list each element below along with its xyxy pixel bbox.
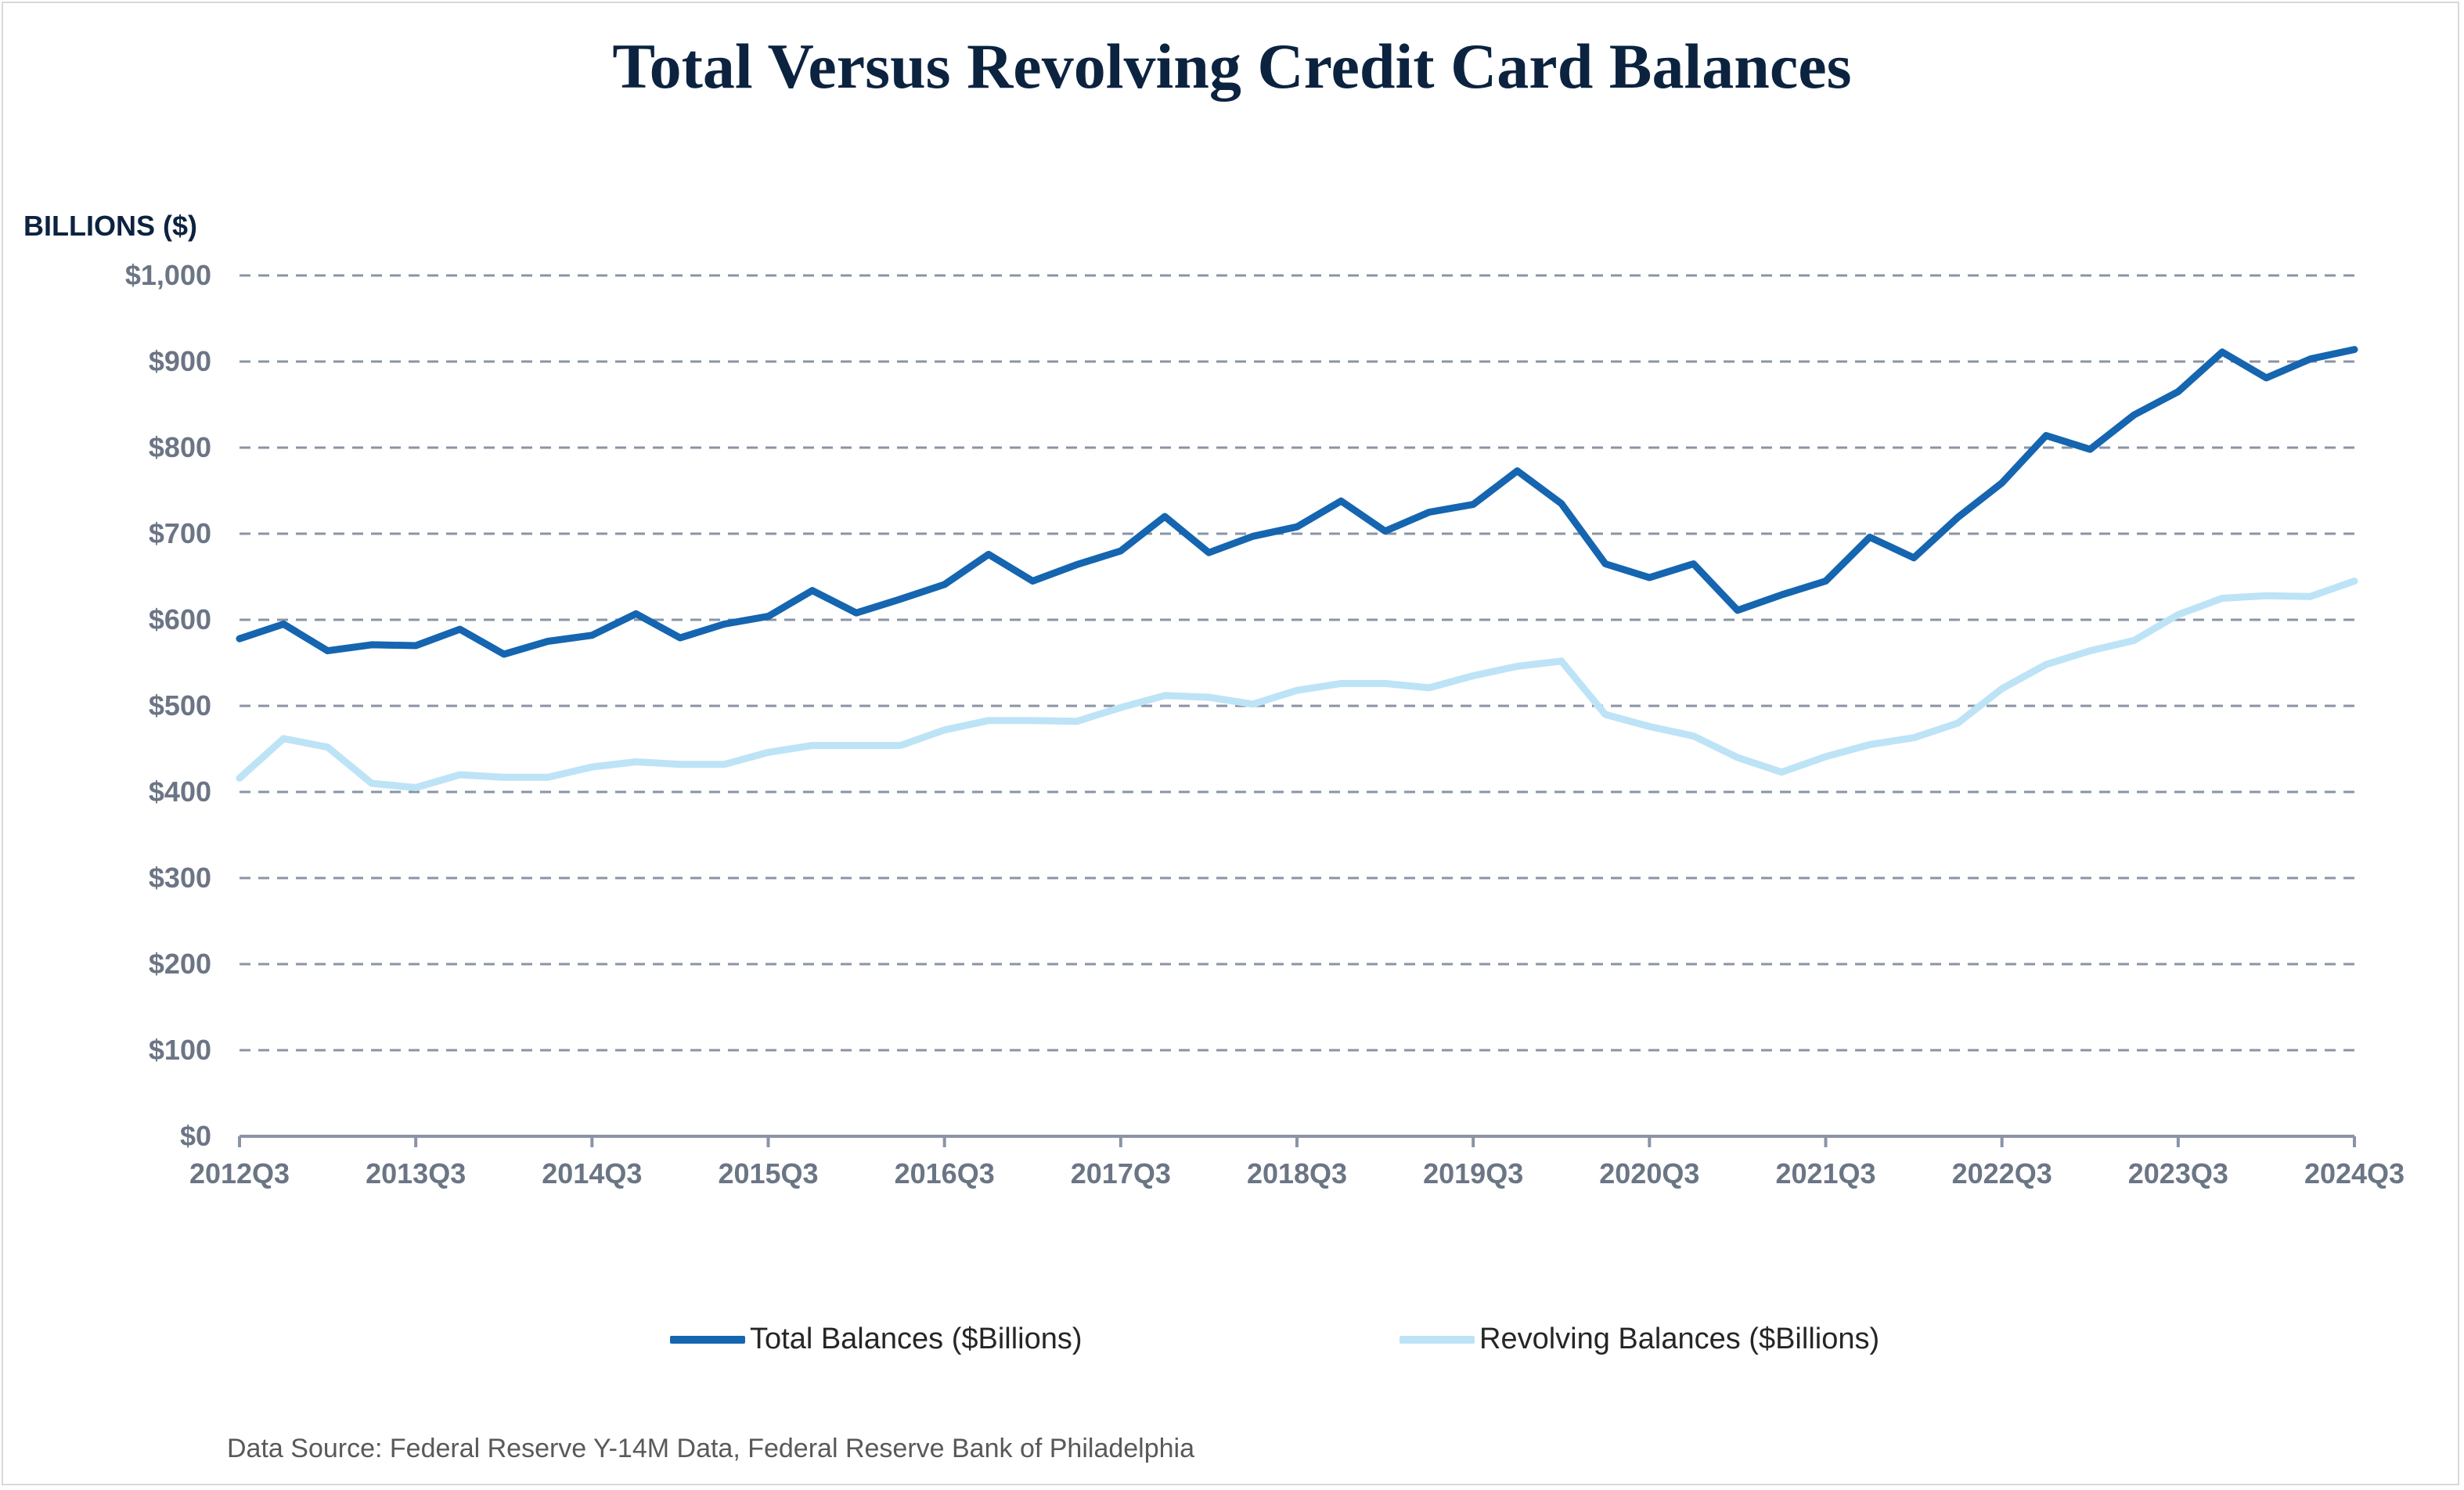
x-tick-label: 2013Q3 <box>366 1157 466 1189</box>
x-tick-label: 2017Q3 <box>1071 1157 1171 1189</box>
series-line-total-balances <box>236 346 2358 658</box>
x-axis <box>238 1135 2356 1147</box>
y-tick-label: $0 <box>180 1120 211 1152</box>
y-tick-label: $900 <box>149 345 211 377</box>
y-tick-label: $700 <box>149 517 211 549</box>
chart-title: Total Versus Revolving Credit Card Balan… <box>612 31 1852 102</box>
y-tick-label: $200 <box>149 948 211 980</box>
x-tick-label: 2023Q3 <box>2128 1157 2228 1189</box>
x-tick-label: 2018Q3 <box>1247 1157 1347 1189</box>
x-tick-label: 2020Q3 <box>1599 1157 1699 1189</box>
legend-item-total: Total Balances ($Billions) <box>670 1323 1083 1356</box>
legend-label-total: Total Balances ($Billions) <box>750 1323 1083 1355</box>
y-tick-label: $100 <box>149 1034 211 1066</box>
legend-label-revolving: Revolving Balances ($Billions) <box>1479 1323 1880 1355</box>
x-tick-label: 2016Q3 <box>895 1157 995 1189</box>
legend-item-revolving: Revolving Balances ($Billions) <box>1400 1323 1879 1356</box>
x-tick-label: 2014Q3 <box>542 1157 642 1189</box>
x-tick-label: 2012Q3 <box>189 1157 290 1189</box>
x-tick-labels: 2012Q3 2013Q3 2014Q3 2015Q3 2016Q3 2017Q3 2018… <box>189 1157 2405 1189</box>
y-tick-labels: $0 $100 $200 $300 $400 $500 $600 $700 $800 $900 $1… <box>125 259 211 1152</box>
x-tick-label: 2015Q3 <box>718 1157 818 1189</box>
legend-swatch-revolving <box>1400 1335 1475 1344</box>
y-tick-label: $400 <box>149 776 211 808</box>
y-axis-label: BILLIONS ($) <box>23 210 197 242</box>
x-tick-label: 2019Q3 <box>1423 1157 1523 1189</box>
gridlines <box>240 274 2354 1052</box>
y-tick-label: $1,000 <box>125 259 211 291</box>
y-tick-label: $600 <box>149 603 211 635</box>
x-tick-label: 2021Q3 <box>1775 1157 1875 1189</box>
series-lines <box>236 346 2358 791</box>
y-tick-label: $800 <box>149 431 211 463</box>
x-tick-label: 2022Q3 <box>1952 1157 2052 1189</box>
data-source-note: Data Source: Federal Reserve Y-14M Data,… <box>227 1434 1195 1463</box>
legend-swatch-total <box>670 1335 745 1344</box>
y-tick-label: $500 <box>149 689 211 722</box>
x-tick-label: 2024Q3 <box>2304 1157 2405 1189</box>
series-line-revolving-balances <box>236 578 2358 791</box>
y-tick-label: $300 <box>149 862 211 894</box>
